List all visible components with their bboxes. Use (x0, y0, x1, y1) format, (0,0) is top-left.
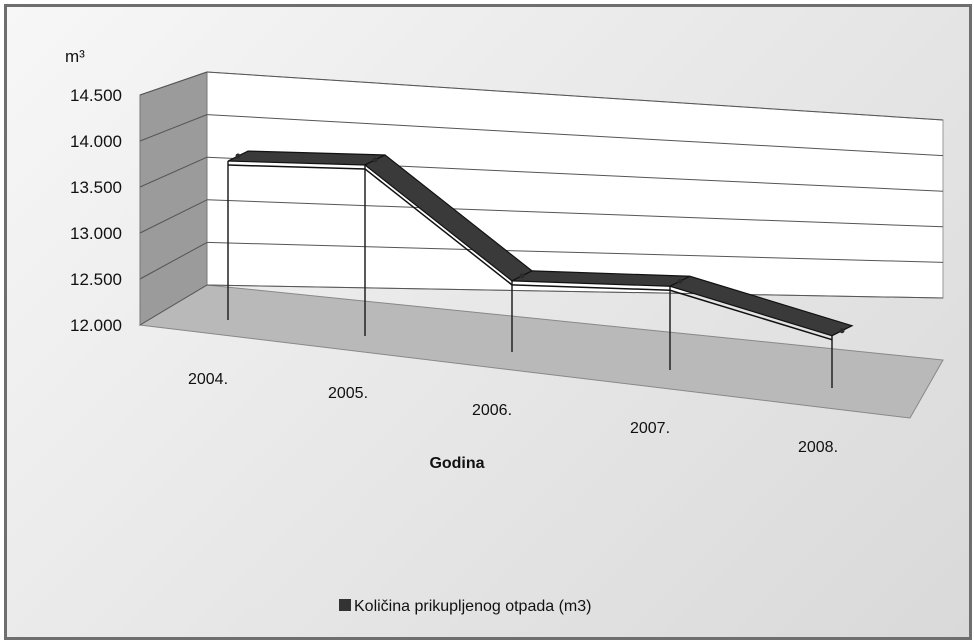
y-tick-label: 13.500 (70, 178, 122, 197)
back-wall (206, 71, 944, 299)
gridline (206, 199, 944, 228)
gridline-side (139, 114, 208, 142)
y-unit-label: m³ (65, 47, 85, 66)
y-ticks: 12.000 12.500 13.000 13.500 14.000 14.500 (70, 86, 122, 335)
x-axis-title: Godina (429, 455, 484, 472)
gridlines (139, 71, 944, 326)
x-tick-label: 2005. (328, 385, 368, 402)
x-tick-label: 2004. (188, 371, 228, 388)
gridline (206, 284, 944, 299)
x-tick-label: 2007. (630, 420, 670, 437)
gridline-side (139, 71, 208, 96)
series-segment (668, 275, 854, 337)
series-edge (669, 289, 833, 341)
data-point (519, 273, 525, 279)
y-tick-label: 14.500 (70, 86, 122, 105)
legend-label: Količina prikupljenog otpada (m3) (354, 598, 591, 615)
series-edge (227, 164, 366, 170)
gridline-side (139, 241, 208, 280)
gridline (206, 114, 944, 157)
x-tick-label: 2008. (798, 439, 838, 456)
gridline (206, 71, 944, 121)
data-point (235, 153, 241, 159)
gridline-side (139, 156, 208, 188)
y-tick-label: 14.000 (70, 132, 122, 151)
y-tick-label: 12.500 (70, 270, 122, 289)
gridline-side (139, 199, 208, 234)
y-tick-label: 12.000 (70, 316, 122, 335)
floor (138, 284, 944, 419)
x-tick-label: 2006. (472, 402, 512, 419)
series-edge (511, 284, 671, 291)
y-tick-label: 13.000 (70, 224, 122, 243)
x-ticks: 2004. 2005. 2006. 2007. 2008. (188, 371, 838, 456)
gridline (206, 241, 944, 263)
gridline-side (139, 284, 208, 326)
legend-swatch (339, 599, 351, 611)
drop-lines (227, 161, 833, 388)
series-ribbon (227, 150, 854, 341)
data-point (372, 157, 378, 163)
data-point (839, 328, 845, 334)
series-edge (364, 168, 513, 286)
side-wall (139, 71, 208, 326)
data-point (677, 278, 683, 284)
